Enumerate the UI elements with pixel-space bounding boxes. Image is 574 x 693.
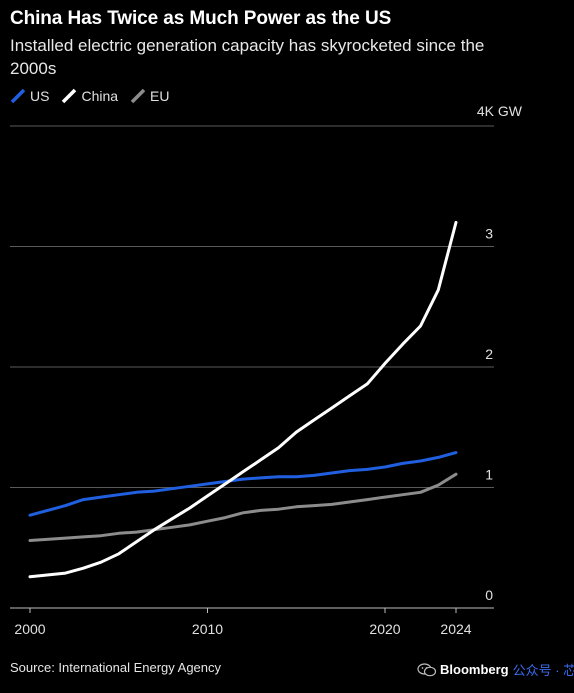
x-tick-label-2000: 2000 — [14, 621, 45, 637]
series-line-china — [28, 220, 458, 579]
brand-mark: Bloomberg 公众号 · 芯智讯 — [417, 660, 574, 679]
chart-subtitle: Installed electric generation capacity h… — [10, 36, 485, 78]
chart-title: China Has Twice as Much Power as the US — [10, 8, 392, 29]
legend-item-us: US — [10, 88, 49, 104]
legend-swatch-china — [62, 88, 77, 104]
legend-label-eu: EU — [150, 88, 170, 104]
grid-layer — [10, 125, 494, 613]
chart-legend: US China EU — [10, 88, 182, 104]
series-layer — [28, 220, 458, 579]
legend-swatch-eu — [130, 88, 146, 104]
legend-item-eu: EU — [130, 88, 170, 104]
legend-swatch-line-eu — [130, 88, 146, 104]
label-layer: 0 1 2 3 4K GW 2000 2010 2020 2024 — [14, 103, 522, 637]
wechat-icon — [417, 662, 437, 676]
y-unit-label: 4K GW — [477, 103, 523, 119]
x-tick-label-2024: 2024 — [440, 621, 471, 637]
source-note: Source: International Energy Agency — [10, 660, 222, 675]
y-tick-label-0: 0 — [485, 587, 493, 603]
legend-label-us: US — [30, 88, 50, 104]
brand-name: Bloomberg — [440, 662, 509, 677]
brand-sub: 公众号 · 芯智讯 — [512, 663, 574, 678]
x-tick-label-2010: 2010 — [192, 621, 223, 637]
legend-item-china: China — [61, 88, 118, 104]
legend-swatch-us — [10, 88, 26, 104]
y-tick-label-1: 1 — [485, 467, 493, 483]
x-tick-label-2020: 2020 — [369, 621, 400, 637]
series-line-eu — [28, 472, 458, 542]
legend-label-china: China — [81, 88, 119, 104]
y-tick-label-3: 3 — [485, 226, 493, 242]
y-tick-label-2: 2 — [485, 346, 493, 362]
legend-swatch-line-china — [62, 88, 77, 104]
series-line-us — [28, 451, 458, 517]
legend-swatch-line-us — [10, 88, 26, 104]
